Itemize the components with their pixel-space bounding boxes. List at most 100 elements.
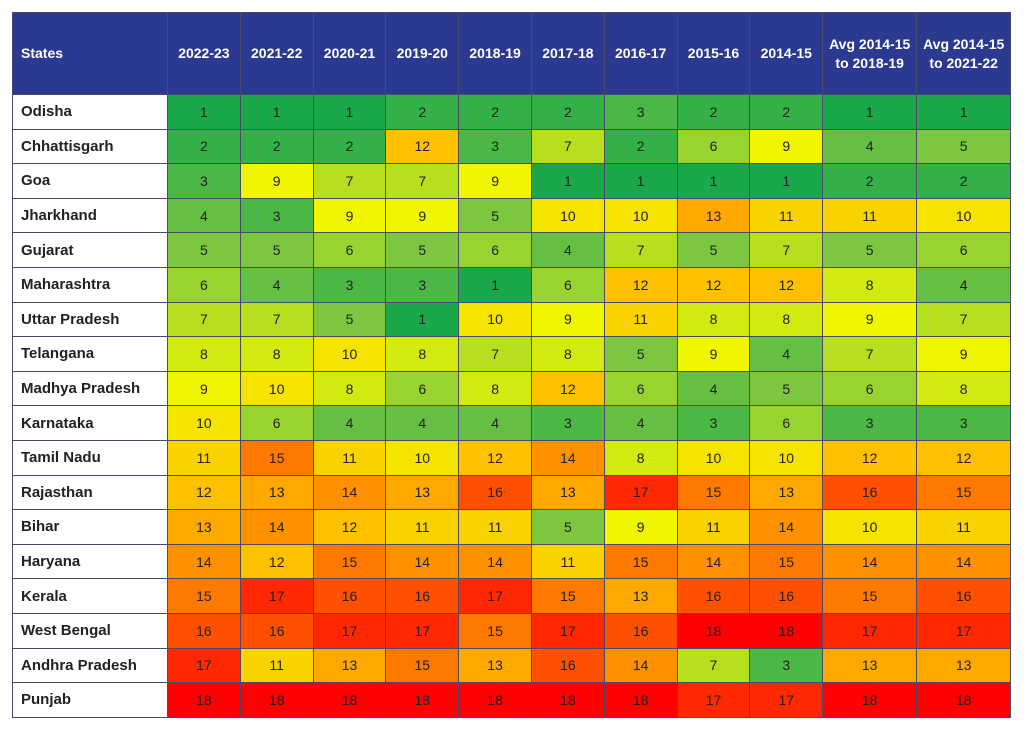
state-name: Gujarat <box>12 232 168 268</box>
table-row: Gujarat 5 5 6 5 6 4 7 5 7 5 6 <box>12 232 1012 268</box>
rank-cell: 13 <box>458 647 532 684</box>
rank-cell: 12 <box>530 370 605 407</box>
rank-cell: 1 <box>239 94 314 130</box>
rank-cell: 4 <box>603 405 678 441</box>
rank-cell: 16 <box>312 578 387 614</box>
rank-cell: 12 <box>458 439 532 476</box>
rank-cell: 14 <box>603 647 678 684</box>
rank-cell: 5 <box>749 370 824 407</box>
state-name: Chhattisgarh <box>12 128 168 165</box>
rank-cell: 13 <box>676 197 751 234</box>
table-row: Haryana 14 12 15 14 14 11 15 14 15 14 14 <box>12 543 1012 580</box>
rank-cell: 6 <box>312 232 387 268</box>
rank-cell: 7 <box>167 301 241 338</box>
rank-cell: 10 <box>239 370 314 407</box>
rank-cell: 11 <box>603 301 678 338</box>
state-name: Tamil Nadu <box>12 439 168 476</box>
table-row: Goa 3 9 7 7 9 1 1 1 1 2 2 <box>12 163 1012 199</box>
state-name: Maharashtra <box>12 266 168 303</box>
rank-cell: 17 <box>676 682 751 718</box>
rank-cell: 18 <box>167 682 241 718</box>
rank-cell: 4 <box>676 370 751 407</box>
rank-cell: 2 <box>167 128 241 165</box>
rank-cell: 11 <box>749 197 824 234</box>
rank-cell: 11 <box>312 439 387 476</box>
rank-cell: 1 <box>385 301 460 338</box>
rank-cell: 6 <box>458 232 532 268</box>
rank-cell: 12 <box>676 266 751 303</box>
rank-cell: 18 <box>530 682 605 718</box>
rank-cell: 15 <box>312 543 387 580</box>
table-row: Tamil Nadu 11 15 11 10 12 14 8 10 10 12 12 <box>12 439 1012 476</box>
rank-cell: 10 <box>749 439 824 476</box>
rank-cell: 9 <box>822 301 918 338</box>
rank-cell: 3 <box>603 94 678 130</box>
rank-cell: 18 <box>603 682 678 718</box>
state-name: Jharkhand <box>12 197 168 234</box>
rank-cell: 5 <box>822 232 918 268</box>
rank-cell: 15 <box>530 578 605 614</box>
table-row: Bihar 13 14 12 11 11 5 9 11 14 10 11 <box>12 509 1012 545</box>
rank-cell: 12 <box>603 266 678 303</box>
rank-cell: 7 <box>916 301 1012 338</box>
rank-cell: 18 <box>676 612 751 649</box>
rank-cell: 1 <box>916 94 1012 130</box>
rank-cell: 9 <box>749 128 824 165</box>
rank-cell: 6 <box>385 370 460 407</box>
rank-cell: 16 <box>603 612 678 649</box>
rank-cell: 16 <box>749 578 824 614</box>
rank-cell: 13 <box>167 509 241 545</box>
rank-cell: 15 <box>822 578 918 614</box>
rank-cell: 7 <box>822 336 918 372</box>
rank-cell: 4 <box>312 405 387 441</box>
rank-cell: 10 <box>458 301 532 338</box>
rank-cell: 7 <box>239 301 314 338</box>
rank-cell: 4 <box>916 266 1012 303</box>
rank-cell: 5 <box>312 301 387 338</box>
rank-cell: 18 <box>749 612 824 649</box>
rank-cell: 1 <box>676 163 751 199</box>
column-header: 2017-18 <box>530 12 605 95</box>
rank-cell: 12 <box>312 509 387 545</box>
rank-cell: 18 <box>312 682 387 718</box>
rank-cell: 18 <box>239 682 314 718</box>
rank-cell: 8 <box>167 336 241 372</box>
rank-cell: 16 <box>167 612 241 649</box>
state-name: Andhra Pradesh <box>12 647 168 684</box>
rank-cell: 14 <box>822 543 918 580</box>
rank-cell: 8 <box>385 336 460 372</box>
rank-cell: 3 <box>167 163 241 199</box>
rank-cell: 1 <box>822 94 918 130</box>
state-name: Punjab <box>12 682 168 718</box>
rank-cell: 10 <box>822 509 918 545</box>
rank-cell: 16 <box>458 474 532 511</box>
column-header: 2018-19 <box>458 12 532 95</box>
rank-cell: 17 <box>530 612 605 649</box>
rank-cell: 11 <box>167 439 241 476</box>
rank-cell: 9 <box>916 336 1012 372</box>
rank-cell: 4 <box>239 266 314 303</box>
rank-cell: 17 <box>385 612 460 649</box>
rank-cell: 3 <box>822 405 918 441</box>
state-name: Telangana <box>12 336 168 372</box>
rank-cell: 9 <box>385 197 460 234</box>
column-header: 2016-17 <box>603 12 678 95</box>
rank-cell: 9 <box>530 301 605 338</box>
rank-cell: 5 <box>239 232 314 268</box>
rank-cell: 11 <box>676 509 751 545</box>
table-row: Jharkhand 4 3 9 9 5 10 10 13 11 11 10 <box>12 197 1012 234</box>
rank-cell: 3 <box>385 266 460 303</box>
rank-cell: 12 <box>385 128 460 165</box>
column-header: 2014-15 <box>749 12 824 95</box>
rank-cell: 1 <box>312 94 387 130</box>
rank-cell: 7 <box>530 128 605 165</box>
rank-cell: 3 <box>312 266 387 303</box>
rank-cell: 8 <box>530 336 605 372</box>
rank-cell: 5 <box>385 232 460 268</box>
rank-cell: 17 <box>749 682 824 718</box>
rank-cell: 17 <box>603 474 678 511</box>
ranking-table: States 2022-23 2021-22 2020-21 2019-20 2018-1… <box>12 12 1012 718</box>
rank-cell: 2 <box>530 94 605 130</box>
rank-cell: 7 <box>749 232 824 268</box>
